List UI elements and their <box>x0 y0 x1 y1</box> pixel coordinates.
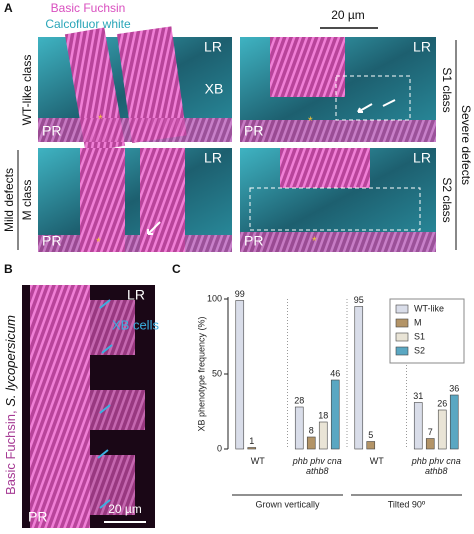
image: * <box>38 26 232 153</box>
y-tick-label: 0 <box>217 443 222 453</box>
x-tick-label: WT <box>369 456 384 466</box>
value-label: 1 <box>249 436 254 446</box>
row-label: WT-like class <box>20 55 34 126</box>
panel-label: B <box>4 262 13 276</box>
star: * <box>96 235 101 249</box>
bar <box>294 406 304 450</box>
image-label: PR <box>28 509 47 525</box>
legend-swatch <box>395 332 409 342</box>
image-label: PR <box>244 233 263 249</box>
legend-swatch <box>395 318 409 328</box>
value-label: 8 <box>309 425 314 435</box>
image-label: LR <box>413 150 431 166</box>
value-label: 18 <box>318 410 328 420</box>
stain-name: Basic Fuchsin, <box>3 410 18 495</box>
value-label: 36 <box>449 383 459 393</box>
value-label: 28 <box>294 395 304 405</box>
row-label: S1 class <box>440 67 454 112</box>
image: * <box>240 148 436 252</box>
bar <box>354 306 364 450</box>
image-label: LR <box>204 150 222 166</box>
bar <box>437 409 447 450</box>
value-label: 5 <box>368 430 373 440</box>
legend-swatch <box>395 346 409 356</box>
image-label: PR <box>244 123 263 139</box>
image-label: PR <box>42 233 61 249</box>
row-label: Severe defects <box>459 105 473 185</box>
row-label: Mild defects <box>2 168 16 232</box>
scale-bar-label: 20 µm <box>108 502 142 516</box>
image <box>22 285 155 528</box>
bar <box>425 438 435 450</box>
legend-label: WT-like <box>414 303 444 313</box>
y-tick-label: 100 <box>207 293 222 303</box>
bar <box>366 441 376 450</box>
value-label: 99 <box>235 289 245 299</box>
y-tick-label: 50 <box>212 368 222 378</box>
image: * <box>38 148 232 252</box>
legend-label: S1 <box>414 331 425 341</box>
value-label: 26 <box>437 398 447 408</box>
x-tick-label: phb phv cna athb8 <box>292 456 342 476</box>
image-label: XB cells <box>112 317 159 332</box>
bar <box>330 379 340 450</box>
bar <box>449 394 459 450</box>
value-label: 31 <box>413 391 423 401</box>
panel-label: C <box>172 262 181 276</box>
star: * <box>98 112 103 126</box>
bar <box>318 421 328 450</box>
x-tick-label: phb phv cna athb8 <box>411 456 461 476</box>
bar <box>235 300 245 450</box>
x-tick-label: WT <box>250 456 265 466</box>
y-axis-label: XB phenotype frequency (%) <box>196 316 206 431</box>
image-label: LR <box>204 39 222 55</box>
image-label: XB <box>205 81 224 97</box>
stain-label: Calcofluor white <box>45 17 131 31</box>
species: S. lycopersicum <box>3 315 18 407</box>
image-label: LR <box>127 287 145 303</box>
panel-label: A <box>4 1 13 15</box>
row-label: S2 class <box>440 177 454 222</box>
image: * <box>240 37 436 142</box>
stain-label: Basic Fuchsin, S. lycopersicum <box>3 315 18 495</box>
value-label: 95 <box>354 295 364 305</box>
bar <box>413 402 423 450</box>
bar <box>247 447 257 450</box>
group-label: Grown vertically <box>255 499 320 509</box>
image-label: LR <box>413 39 431 55</box>
image-label: PR <box>42 123 61 139</box>
legend-label: S2 <box>414 345 425 355</box>
stain-label: Basic Fuchsin <box>51 1 126 15</box>
value-label: 7 <box>428 427 433 437</box>
legend-label: M <box>414 317 422 327</box>
legend-swatch <box>395 304 409 314</box>
bar <box>306 436 316 450</box>
scale-bar-label: 20 µm <box>331 8 365 22</box>
group-label: Tilted 90º <box>388 499 426 509</box>
star: * <box>308 114 313 128</box>
value-label: 46 <box>330 368 340 378</box>
row-label: M class <box>20 180 34 221</box>
star: * <box>312 234 317 248</box>
